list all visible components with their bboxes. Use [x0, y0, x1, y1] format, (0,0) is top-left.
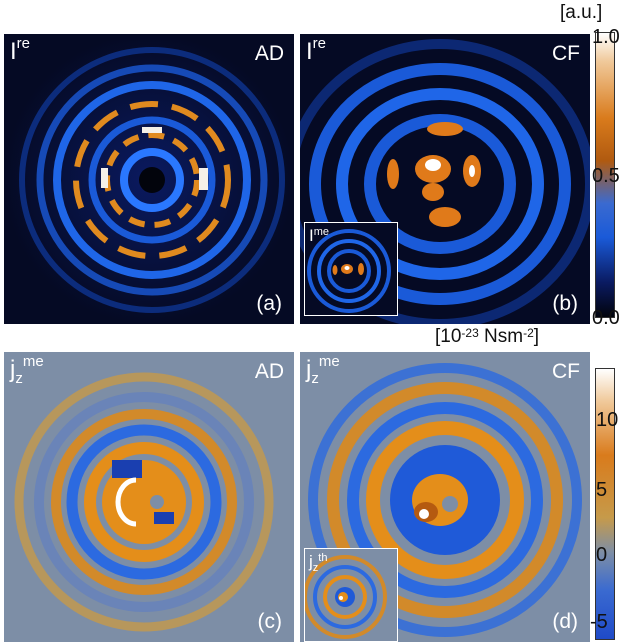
panel-c-subscript: z	[15, 370, 23, 387]
colorbar-bottom-tick-neg5: -5	[590, 611, 608, 633]
panel-d-inset-label: jzth	[309, 552, 328, 574]
panel-c: jzme AD (c)	[4, 352, 294, 642]
colorbar-bottom-unit-rest: Nsm	[478, 326, 524, 347]
panel-d: jzme CF (d) jzth	[300, 352, 590, 642]
panel-c-image	[4, 352, 294, 642]
colorbar-top-tick-max: 1.0	[592, 26, 620, 48]
panel-d-image	[300, 352, 590, 642]
colorbar-bottom-unit-end: ]	[533, 326, 540, 347]
panel-b-superscript: re	[312, 35, 327, 52]
panel-b-quantity-label: Ire	[306, 36, 326, 65]
panel-a-quantity-label: Ire	[10, 36, 30, 65]
panel-a-superscript: re	[16, 35, 31, 52]
panel-d-quantity: j	[306, 356, 312, 383]
panel-d-inset-quantity: j	[309, 552, 313, 571]
colorbar-bottom-tick-0: 0	[596, 544, 608, 566]
panel-b-method: CF	[552, 42, 580, 65]
panel-b: Ire CF (b) Ime	[300, 34, 590, 324]
panel-b-inset-label: Ime	[309, 226, 329, 246]
colorbar-bottom	[595, 368, 615, 640]
panel-d-method: CF	[552, 360, 580, 383]
panel-a-method: AD	[254, 42, 284, 65]
colorbar-bottom-tick-10: 10	[596, 409, 619, 431]
panel-d-inset-superscript: th	[318, 552, 328, 564]
panel-a-quantity: I	[10, 38, 17, 65]
panel-b-inset-image	[305, 223, 397, 315]
panel-d-superscript: me	[318, 353, 340, 370]
colorbar-bottom-unit: [10-23 Nsm-2]	[435, 326, 539, 348]
panel-a-image	[4, 34, 294, 324]
panel-c-letter: (c)	[257, 610, 283, 633]
panel-c-method: AD	[254, 360, 284, 383]
panel-b-inset-quantity: I	[309, 226, 314, 245]
colorbar-top	[595, 32, 615, 318]
colorbar-top-tick-mid: 0.5	[592, 165, 620, 187]
panel-c-superscript: me	[22, 353, 44, 370]
colorbar-bottom-unit-exp2: -2	[523, 326, 534, 340]
panel-d-quantity-label: jzme	[306, 354, 340, 386]
panel-d-inset: jzth	[304, 548, 398, 642]
panel-d-letter: (d)	[552, 610, 578, 633]
colorbar-bottom-unit-exp: -23	[461, 326, 479, 340]
colorbar-bottom-tick-5: 5	[596, 479, 608, 501]
colorbar-bottom-unit-base: [10	[435, 326, 462, 347]
panel-b-inset: Ime	[304, 222, 398, 316]
panel-b-quantity: I	[306, 38, 313, 65]
panel-d-inset-subscript: z	[312, 562, 319, 574]
colorbar-top-tick-min: 0.0	[592, 307, 620, 329]
panel-a-letter: (a)	[256, 292, 282, 315]
panel-b-letter: (b)	[552, 292, 578, 315]
panel-c-quantity: j	[10, 356, 16, 383]
panel-a: Ire AD (a)	[4, 34, 294, 324]
colorbar-top-unit: [a.u.]	[560, 2, 603, 23]
panel-c-quantity-label: jzme	[10, 354, 44, 386]
panel-b-inset-superscript: me	[313, 226, 330, 238]
panel-d-inset-image	[305, 549, 397, 641]
panel-d-subscript: z	[311, 370, 319, 387]
